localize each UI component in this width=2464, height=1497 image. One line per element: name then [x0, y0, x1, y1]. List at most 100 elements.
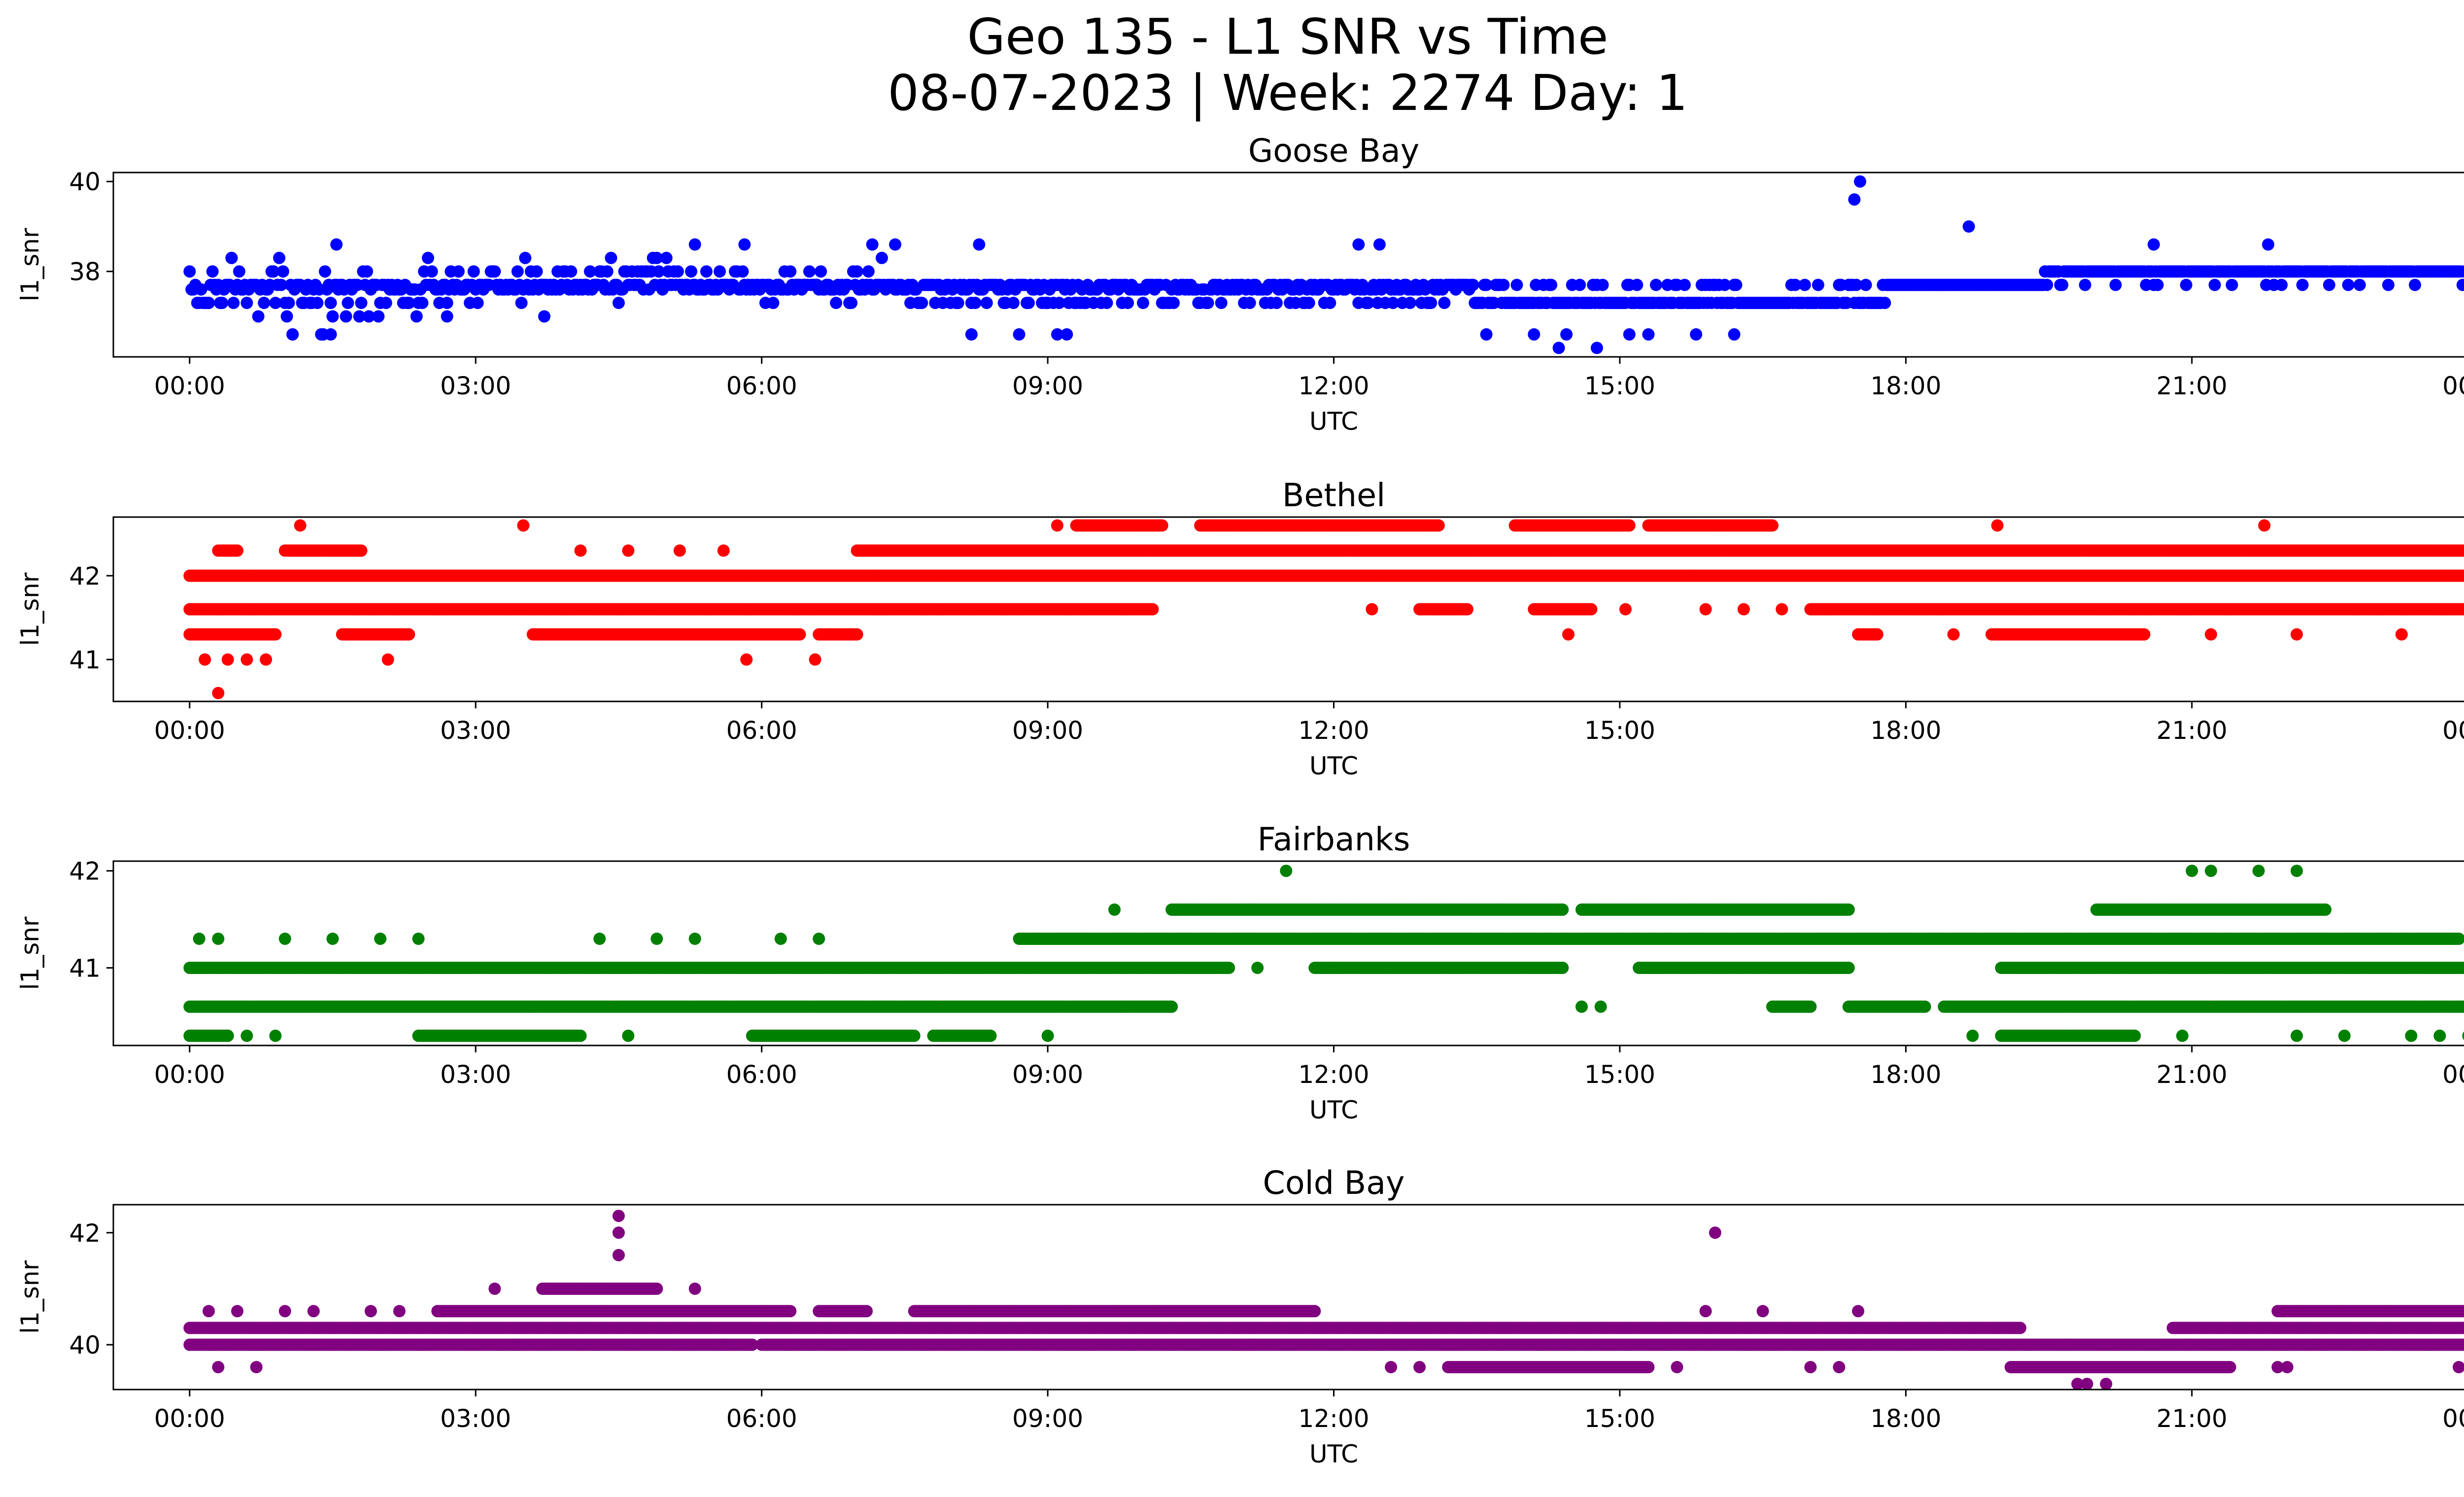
data-point	[1650, 279, 1662, 291]
data-point	[1373, 239, 1386, 251]
data-point	[1776, 603, 1788, 616]
data-point	[1007, 297, 1020, 309]
data-point	[613, 297, 625, 309]
data-point	[830, 297, 842, 309]
data-point	[973, 239, 985, 251]
data-point	[1585, 603, 1597, 616]
data-point	[515, 297, 528, 309]
data-point	[206, 265, 219, 278]
data-point	[355, 297, 368, 309]
data-point	[2291, 628, 2303, 641]
data-point	[382, 654, 394, 666]
data-point	[286, 328, 299, 341]
data-point	[803, 265, 816, 278]
data-point	[416, 297, 428, 309]
data-point	[1619, 603, 1632, 616]
data-point	[325, 297, 337, 309]
data-point	[452, 265, 465, 278]
data-point	[1202, 297, 1214, 309]
data-point	[231, 545, 243, 557]
axes-frame	[113, 173, 2464, 357]
data-point	[767, 297, 779, 309]
data-point	[361, 265, 373, 278]
data-point	[2209, 279, 2221, 291]
data-point	[2205, 628, 2217, 641]
data-point	[2323, 279, 2335, 291]
data-point	[203, 297, 215, 309]
data-point	[718, 545, 730, 557]
data-point	[325, 328, 337, 341]
data-point	[1553, 342, 1565, 354]
data-point	[426, 265, 438, 278]
data-point	[601, 265, 614, 278]
data-point	[714, 265, 726, 278]
scatter-points-goose-bay	[183, 175, 2464, 354]
data-point	[1324, 297, 1336, 309]
data-point	[965, 328, 978, 341]
data-point	[1948, 628, 1960, 641]
data-point	[738, 239, 751, 251]
data-point	[689, 239, 701, 251]
data-point	[330, 239, 342, 251]
x-tick-label: 21:00	[2156, 716, 2227, 745]
data-point	[1700, 603, 1712, 616]
data-point	[784, 265, 796, 278]
data-point	[441, 310, 453, 322]
data-point	[1061, 328, 1073, 341]
y-tick-label: 40	[69, 168, 101, 196]
data-point	[740, 654, 753, 666]
data-point	[340, 310, 352, 322]
data-point	[468, 265, 480, 278]
data-point	[372, 310, 384, 322]
data-point	[1156, 520, 1168, 532]
x-tick-label: 15:00	[1584, 372, 1655, 400]
data-point	[319, 265, 331, 278]
data-point	[269, 628, 281, 641]
data-point	[1425, 297, 1437, 309]
data-point	[519, 252, 531, 264]
data-point	[1623, 328, 1636, 341]
x-tick-label: 12:00	[1298, 372, 1369, 400]
data-point	[517, 520, 529, 532]
data-point	[1812, 279, 1824, 291]
data-point	[889, 239, 901, 251]
data-point	[380, 297, 392, 309]
data-point	[1244, 297, 1256, 309]
data-point	[225, 252, 238, 264]
data-point	[1303, 297, 1315, 309]
data-point	[1215, 297, 1228, 309]
x-tick-label: 09:00	[1012, 716, 1083, 745]
data-point	[660, 252, 673, 264]
data-point	[227, 297, 240, 309]
data-point	[2226, 279, 2238, 291]
y-tick-label: 38	[69, 258, 101, 286]
data-point	[311, 297, 324, 309]
data-point	[2409, 279, 2421, 291]
data-point	[2382, 279, 2395, 291]
figure-title-line-2: 08-07-2023 | Week: 2274 Day: 1	[0, 65, 2464, 121]
data-point	[862, 265, 875, 278]
data-point	[403, 628, 415, 641]
subplot-title: Goose Bay	[1248, 133, 1419, 170]
data-point	[240, 297, 253, 309]
data-point	[2110, 279, 2122, 291]
data-point	[273, 252, 285, 264]
data-point	[260, 654, 272, 666]
data-point	[2457, 279, 2464, 291]
data-point	[327, 310, 339, 322]
data-point	[199, 654, 211, 666]
data-point	[1013, 328, 1026, 341]
data-point	[538, 310, 550, 322]
data-point	[2180, 279, 2192, 291]
x-tick-label: 12:00	[1298, 716, 1369, 745]
data-point	[1643, 328, 1655, 341]
data-point	[809, 654, 821, 666]
data-point	[736, 265, 749, 278]
data-point	[294, 520, 307, 532]
data-point	[212, 687, 224, 699]
x-tick-label: 15:00	[1584, 716, 1655, 745]
